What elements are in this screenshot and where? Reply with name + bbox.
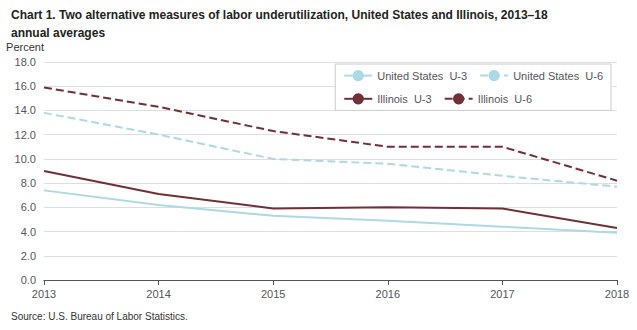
- svg-text:2013: 2013: [32, 288, 56, 300]
- svg-text:10.0: 10.0: [15, 153, 36, 165]
- svg-text:4.0: 4.0: [21, 226, 36, 238]
- svg-text:Illinois U-6: Illinois U-6: [478, 93, 532, 105]
- svg-text:12.0: 12.0: [15, 129, 36, 141]
- svg-text:2.0: 2.0: [21, 250, 36, 262]
- svg-text:18.0: 18.0: [15, 56, 36, 68]
- svg-text:6.0: 6.0: [21, 201, 36, 213]
- svg-text:Source: U.S. Bureau of Labor S: Source: U.S. Bureau of Labor Statistics.: [11, 311, 188, 322]
- svg-text:14.0: 14.0: [15, 104, 36, 116]
- svg-text:Chart 1. Two alternative measu: Chart 1. Two alternative measures of lab…: [11, 8, 548, 22]
- svg-text:2017: 2017: [490, 288, 514, 300]
- svg-text:2014: 2014: [146, 288, 170, 300]
- svg-text:Percent: Percent: [6, 41, 44, 53]
- svg-text:16.0: 16.0: [15, 80, 36, 92]
- svg-text:0.0: 0.0: [21, 274, 36, 286]
- svg-text:2015: 2015: [261, 288, 285, 300]
- svg-text:2016: 2016: [376, 288, 400, 300]
- svg-text:annual averages: annual averages: [11, 26, 105, 40]
- svg-text:8.0: 8.0: [21, 177, 36, 189]
- svg-text:Illinois U-3: Illinois U-3: [377, 93, 431, 105]
- svg-text:United States U-3: United States U-3: [377, 70, 467, 82]
- svg-text:United States U-6: United States U-6: [513, 70, 603, 82]
- svg-text:2018: 2018: [605, 288, 629, 300]
